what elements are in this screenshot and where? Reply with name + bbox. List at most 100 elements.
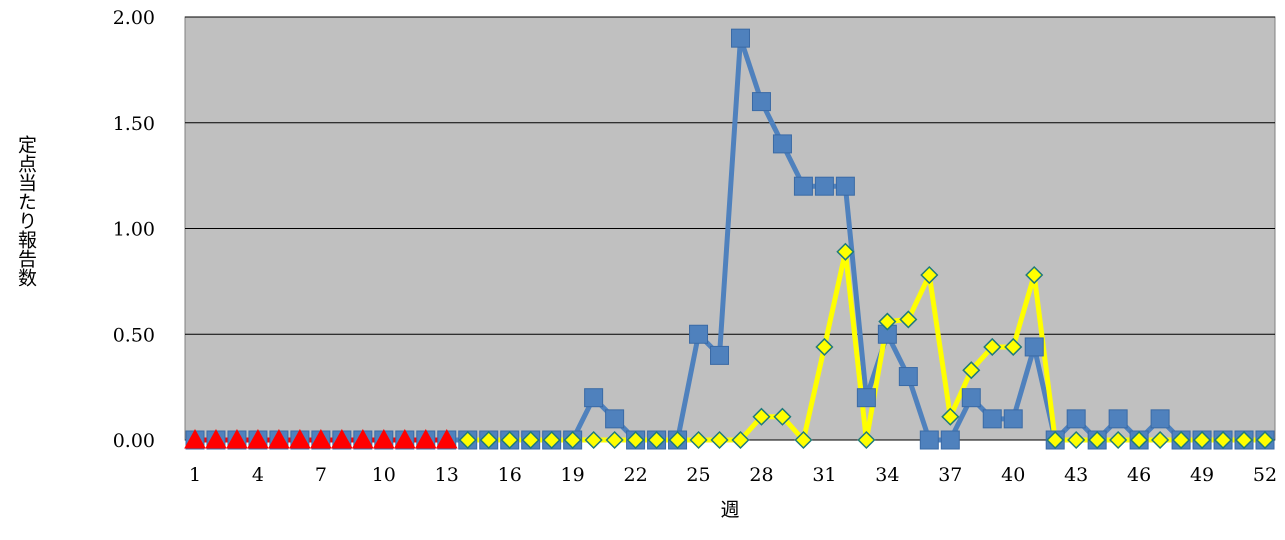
series-2-marker xyxy=(668,430,687,450)
series-1-marker xyxy=(710,345,730,365)
x-tick-label: 1 xyxy=(189,464,201,486)
series-1-marker xyxy=(814,176,834,196)
series-1-marker xyxy=(919,430,939,450)
series-1-marker xyxy=(982,409,1002,429)
series-2-marker xyxy=(542,430,561,450)
series-1-marker xyxy=(751,92,771,112)
series-3-marker xyxy=(393,428,416,449)
series-2-marker xyxy=(647,430,666,450)
x-tick-label: 49 xyxy=(1190,464,1214,486)
series-1-marker xyxy=(605,409,625,429)
series-2-marker xyxy=(983,337,1002,357)
series-1-marker xyxy=(1150,409,1170,429)
y-tick-label: 1.50 xyxy=(113,113,155,135)
y-axis-title: 定点当たり報告数 xyxy=(15,135,37,287)
series-3-marker xyxy=(310,428,332,449)
y-tick-label: 0.00 xyxy=(113,430,155,452)
series-1-marker xyxy=(1003,409,1023,429)
series-3-marker xyxy=(331,428,353,449)
series-1-marker xyxy=(793,176,813,196)
series-1-marker xyxy=(689,324,709,344)
series-1-marker xyxy=(835,176,855,196)
series-3-marker xyxy=(226,428,248,449)
series-2-marker xyxy=(458,430,477,450)
series-2-marker xyxy=(1025,265,1044,285)
series-2-marker xyxy=(479,430,498,450)
x-tick-label: 34 xyxy=(875,464,899,486)
series-3-marker xyxy=(289,428,311,449)
series-2-marker xyxy=(605,430,624,450)
series-3-marker xyxy=(184,428,206,449)
y-tick-label: 1.00 xyxy=(113,219,155,241)
x-tick-label: 37 xyxy=(938,464,962,486)
y-tick-labels: 0.00 0.50 1.00 1.50 2.00 xyxy=(113,7,155,452)
x-tick-label: 52 xyxy=(1253,464,1277,486)
series-2-marker xyxy=(1067,430,1086,450)
series-2-marker xyxy=(962,361,981,380)
series-2-marker xyxy=(731,430,750,450)
series-3-marker xyxy=(414,428,437,449)
series-2-marker xyxy=(1234,430,1254,450)
series-3-marker xyxy=(372,428,395,449)
x-tick-label: 25 xyxy=(686,464,710,486)
x-tick-label: 43 xyxy=(1064,464,1088,486)
y-tick-label: 2.00 xyxy=(113,7,155,29)
x-tick-label: 19 xyxy=(561,464,585,486)
series-2-marker xyxy=(941,407,960,426)
series-2-marker xyxy=(899,310,918,329)
series-2-marker xyxy=(878,312,897,331)
series-1-marker xyxy=(1024,337,1044,357)
series-2-marker xyxy=(1192,430,1212,450)
series-2-marker xyxy=(1109,430,1128,450)
x-axis-title: 週 xyxy=(720,499,740,521)
series-2-marker xyxy=(1004,337,1023,357)
series-3-marker xyxy=(205,428,227,449)
series-2-marker xyxy=(584,430,603,450)
x-tick-labels: 1 4 7 10 13 16 19 22 25 28 31 34 37 40 43 46 49 52 xyxy=(189,464,1277,486)
series-1-marker xyxy=(856,388,876,408)
series-1-marker xyxy=(961,388,981,408)
x-tick-label: 40 xyxy=(1001,464,1025,486)
series-2-marker xyxy=(794,430,813,450)
x-tick-label: 7 xyxy=(315,464,327,486)
series-2-marker xyxy=(1255,430,1275,450)
series-2-marker xyxy=(626,430,645,450)
series-1-marker xyxy=(940,430,960,450)
y-tick-label: 0.50 xyxy=(113,324,155,346)
series-1-marker xyxy=(584,388,604,408)
series-3-marker xyxy=(351,428,374,449)
series-2-marker xyxy=(521,430,540,450)
x-tick-label: 10 xyxy=(372,464,396,486)
series-1-marker xyxy=(772,134,792,154)
series-2-marker xyxy=(1213,430,1233,450)
series-3-marker xyxy=(435,428,458,449)
series-2-marker xyxy=(773,407,792,426)
series-2-marker xyxy=(689,430,708,450)
series-2-marker xyxy=(920,265,939,285)
series-2-marker xyxy=(710,430,729,450)
x-tick-label: 31 xyxy=(812,464,836,486)
series-1-marker xyxy=(1108,409,1128,429)
series-2-marker xyxy=(1046,430,1065,450)
series-1-marker xyxy=(1066,409,1086,429)
series-markers xyxy=(184,28,1275,450)
series-2-marker xyxy=(1130,430,1149,450)
series-3-marker xyxy=(247,428,269,449)
series-2-marker xyxy=(563,430,582,450)
x-tick-label: 16 xyxy=(498,464,522,486)
series-3-marker xyxy=(268,428,290,449)
series-2-marker xyxy=(500,430,519,450)
series-2-marker xyxy=(836,242,855,261)
x-tick-label: 46 xyxy=(1127,464,1151,486)
series-2-marker xyxy=(857,430,876,450)
x-tick-label: 4 xyxy=(252,464,264,486)
series-2-marker xyxy=(752,407,771,426)
series-1-marker xyxy=(898,367,918,387)
series-2-marker xyxy=(815,337,834,357)
x-tick-label: 13 xyxy=(435,464,459,486)
series-2-marker xyxy=(1172,430,1191,450)
x-tick-label: 22 xyxy=(623,464,647,486)
series-2-marker xyxy=(1151,430,1170,450)
series-1-marker xyxy=(730,28,750,48)
